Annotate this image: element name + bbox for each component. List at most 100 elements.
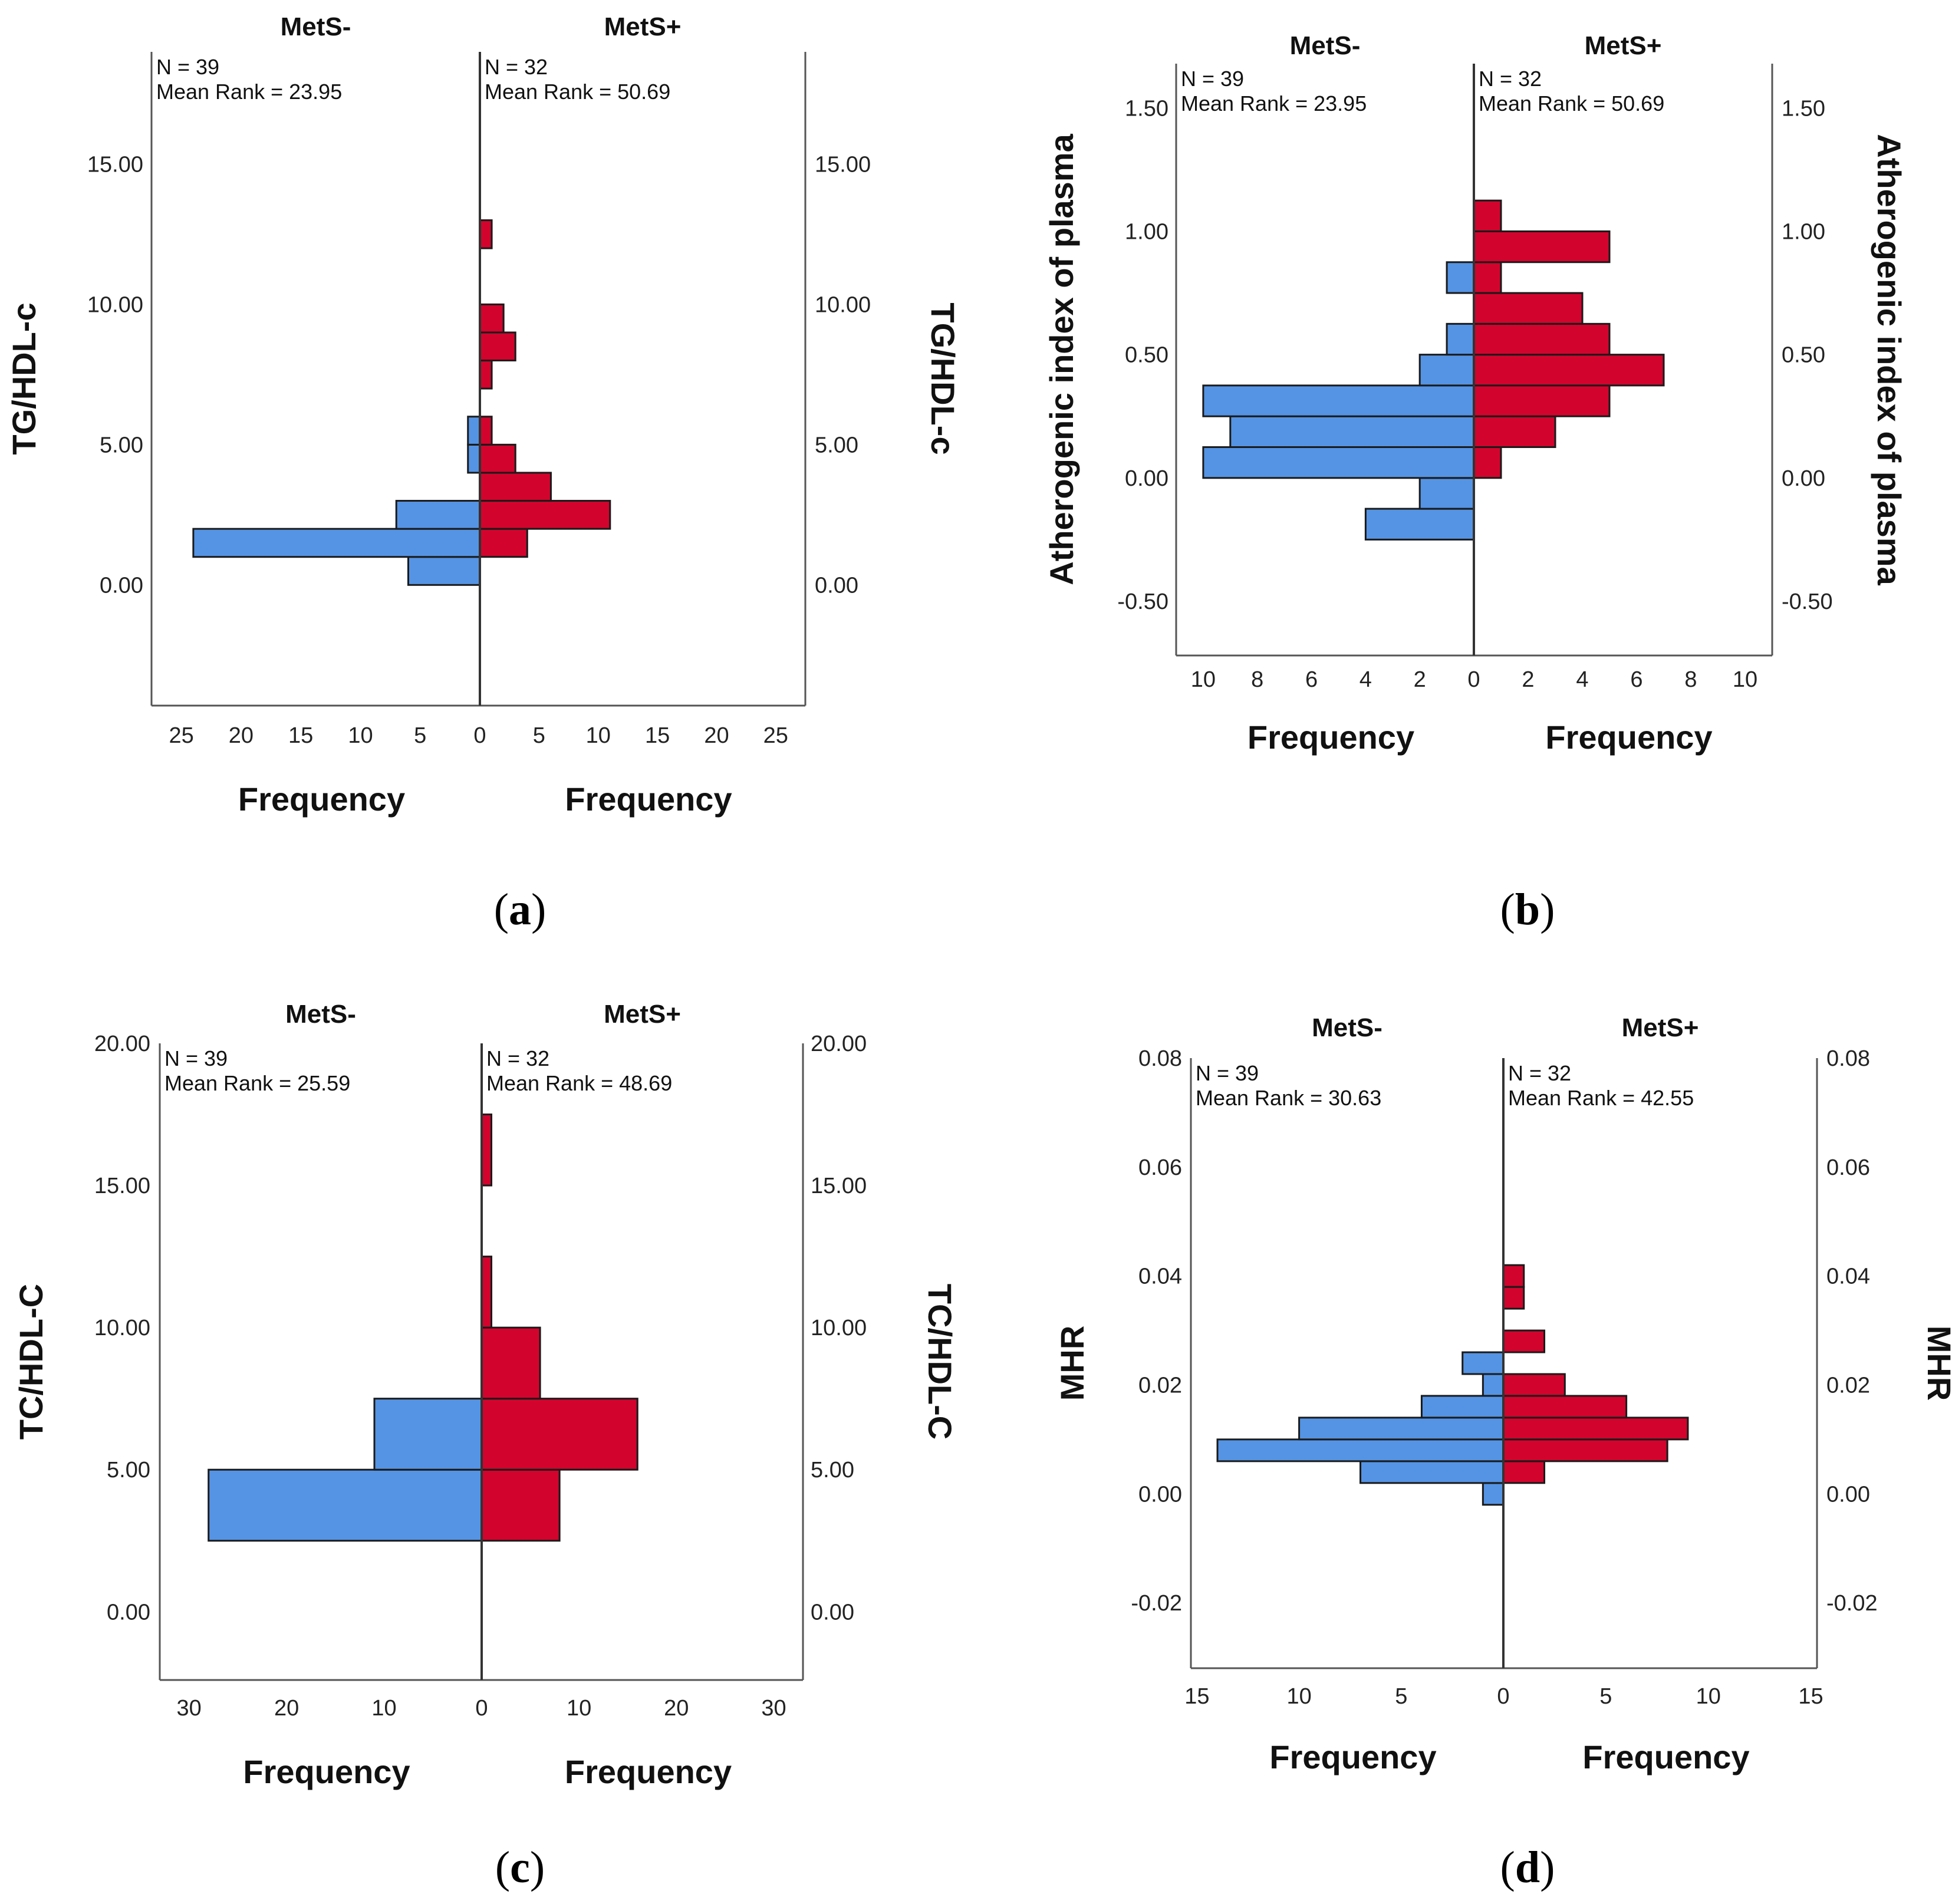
ytick-label-right: 20.00 (811, 1032, 867, 1056)
n-label-right: N = 32 (1508, 1061, 1571, 1085)
bar-mets-minus (192, 528, 481, 558)
mean-rank-label-left: Mean Rank = 25.59 (164, 1071, 350, 1095)
bar-mets-minus (1360, 1460, 1505, 1484)
bar-mets-minus (1229, 415, 1475, 449)
ytick-label-right: 15.00 (815, 152, 871, 177)
ytick-label-right: 0.08 (1826, 1046, 1870, 1071)
group-title-right: MetS+ (604, 12, 682, 41)
ytick-label-right: 0.00 (811, 1600, 854, 1625)
xtick-label-left: 10 (371, 1696, 396, 1721)
group-title-left: MetS- (281, 12, 351, 41)
ytick-label-left: 0.50 (1125, 343, 1168, 368)
ytick-label-right: -0.02 (1826, 1591, 1878, 1616)
bar-mets-plus (479, 303, 505, 334)
group-title-left: MetS- (285, 1000, 356, 1029)
bar-mets-plus (1502, 1460, 1546, 1484)
xtick-label-left: 0 (473, 723, 486, 748)
ytick-label-right: 0.06 (1826, 1155, 1870, 1180)
xtick-label-right: 5 (1599, 1684, 1612, 1709)
bar-mets-minus (1418, 477, 1475, 510)
mean-rank-label-right: Mean Rank = 50.69 (1479, 91, 1664, 116)
bar-mets-minus (208, 1468, 483, 1542)
xtick-label-left: 5 (414, 723, 426, 748)
yaxis-title-right: MHR (1921, 1326, 1952, 1401)
yaxis-title-left: TC/HDL-C (12, 1284, 50, 1439)
xtick-label-left: 30 (176, 1696, 201, 1721)
bar-mets-plus (480, 1256, 493, 1329)
ytick-label-right: -0.50 (1782, 589, 1833, 614)
ytick-label-left: 1.00 (1125, 219, 1168, 244)
bar-mets-plus (1473, 292, 1584, 325)
bar-mets-minus (1202, 446, 1475, 479)
xtick-label-right: 4 (1576, 667, 1588, 692)
bar-mets-plus (1473, 354, 1665, 387)
ytick-label-left: 10.00 (94, 1316, 150, 1340)
group-title-left: MetS- (1290, 31, 1361, 60)
xtick-label-left: 4 (1360, 667, 1372, 692)
bar-mets-minus (373, 1398, 483, 1471)
n-label-right: N = 32 (485, 55, 548, 79)
xtick-label-left: 10 (1286, 1684, 1311, 1709)
ytick-label-left: 0.04 (1138, 1264, 1182, 1289)
bar-mets-plus (1473, 261, 1502, 294)
mean-rank-label-right: Mean Rank = 50.69 (485, 80, 670, 104)
yaxis-title-left: MHR (1054, 1326, 1091, 1401)
xtick-label-left: 15 (1184, 1684, 1209, 1709)
xtick-label-right: 2 (1522, 667, 1534, 692)
bar-mets-plus (479, 443, 516, 474)
ytick-label-left: 0.06 (1138, 1155, 1182, 1180)
xtick-label-left: 10 (348, 723, 373, 748)
xtick-label-right: 6 (1630, 667, 1642, 692)
mean-rank-label-right: Mean Rank = 48.69 (486, 1071, 672, 1095)
bar-mets-plus (1473, 446, 1502, 479)
bar-mets-minus (1202, 384, 1475, 417)
ytick-label-left: 5.00 (100, 433, 143, 457)
xaxis-title-right: Frequency (1545, 719, 1712, 756)
bar-mets-minus (1446, 322, 1475, 356)
xtick-label-left: 25 (169, 723, 193, 748)
ytick-label-left: 10.00 (87, 292, 143, 317)
xtick-label-right: 5 (533, 723, 545, 748)
ytick-label-left: -0.50 (1117, 589, 1168, 614)
xtick-label-right: 25 (763, 723, 788, 748)
group-title-right: MetS+ (604, 1000, 681, 1029)
mean-rank-label-left: Mean Rank = 23.95 (156, 80, 342, 104)
ytick-label-left: 0.00 (107, 1600, 150, 1625)
xtick-label-left: 8 (1251, 667, 1263, 692)
bar-mets-plus (480, 1114, 493, 1187)
xtick-label-left: 15 (288, 723, 313, 748)
ytick-label-right: 10.00 (811, 1316, 867, 1340)
bar-mets-minus (1461, 1351, 1505, 1375)
bar-mets-plus (1502, 1329, 1546, 1353)
bar-mets-plus (479, 528, 528, 558)
bar-mets-plus (479, 500, 611, 530)
bar-mets-minus (1364, 508, 1475, 541)
group-title-right: MetS+ (1585, 31, 1662, 60)
ytick-label-right: 0.04 (1826, 1264, 1870, 1289)
bar-mets-minus (467, 416, 481, 446)
bar-mets-minus (1482, 1373, 1505, 1397)
xaxis-title-left: Frequency (1247, 719, 1414, 756)
bar-mets-minus (1216, 1438, 1505, 1462)
yaxis-title-left: TG/HDL-c (5, 302, 42, 454)
group-title-right: MetS+ (1622, 1013, 1699, 1042)
xtick-label-right: 10 (1733, 667, 1757, 692)
ytick-label-left: 1.50 (1125, 96, 1168, 121)
n-label-left: N = 39 (164, 1046, 228, 1070)
bar-mets-plus (1502, 1264, 1525, 1288)
xtick-label-left: 0 (475, 1696, 488, 1721)
n-label-left: N = 39 (1196, 1061, 1259, 1085)
ytick-label-right: 0.00 (1826, 1482, 1870, 1507)
bar-mets-minus (467, 443, 481, 474)
bar-mets-minus (407, 556, 481, 586)
bar-mets-plus (480, 1398, 638, 1471)
bar-mets-minus (1298, 1417, 1505, 1441)
ytick-label-right: 0.02 (1826, 1373, 1870, 1398)
bar-mets-plus (479, 416, 493, 446)
bar-mets-plus (1473, 230, 1611, 263)
mean-rank-label-left: Mean Rank = 23.95 (1181, 91, 1367, 116)
bar-mets-plus (1473, 415, 1556, 449)
